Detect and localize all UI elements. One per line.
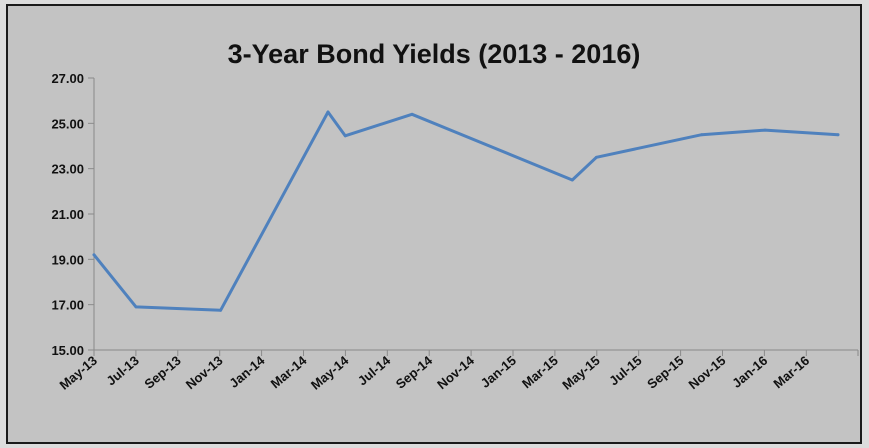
chart-area: 3-Year Bond Yields (2013 - 2016) 15.00 17… — [6, 4, 862, 444]
x-tick-label: Jul-13 — [103, 353, 141, 389]
data-point — [836, 133, 840, 137]
series-group — [92, 110, 840, 312]
data-point — [326, 110, 330, 114]
x-tick-label: Mar-15 — [519, 353, 561, 391]
x-tick-label: Nov-15 — [686, 353, 729, 392]
x-tick-label: May-13 — [57, 353, 100, 393]
x-tick-label: May-15 — [559, 353, 602, 393]
data-point — [700, 133, 704, 137]
x-tick-label: Nov-14 — [434, 352, 477, 392]
data-point — [134, 305, 138, 309]
x-tick-label: Mar-14 — [268, 352, 310, 391]
y-tick-label: 17.00 — [51, 298, 84, 313]
data-point — [410, 112, 414, 116]
x-tick-label: Sep-13 — [141, 353, 183, 392]
y-tick-label: 25.00 — [51, 116, 84, 131]
data-point — [92, 253, 96, 257]
x-tick-label: Jul-14 — [355, 352, 394, 388]
data-point — [343, 134, 347, 138]
y-tick-label: 23.00 — [51, 162, 84, 177]
y-axis: 15.00 17.00 19.00 21.00 23.00 25.00 27.00 — [51, 71, 95, 358]
data-point — [219, 308, 223, 312]
x-tick-label: Sep-14 — [393, 352, 436, 391]
x-axis: May-13 Jul-13 Sep-13 Nov-13 Jan-14 Mar-14May-… — [57, 349, 859, 393]
x-tick-label: Jan-14 — [226, 352, 268, 390]
x-tick-label: Jan-16 — [729, 353, 770, 391]
y-tick-label: 27.00 — [51, 71, 84, 86]
series-line — [92, 110, 840, 312]
line-chart: 3-Year Bond Yields (2013 - 2016) 15.00 17… — [51, 39, 859, 393]
chart-title: 3-Year Bond Yields (2013 - 2016) — [228, 39, 641, 69]
y-tick-label: 21.00 — [51, 207, 84, 222]
data-point — [595, 155, 598, 159]
x-tick-label: Sep-15 — [644, 353, 686, 392]
x-tick-label: Nov-13 — [183, 353, 226, 392]
x-tick-label: May-14 — [308, 352, 352, 392]
data-point — [763, 128, 767, 132]
data-point — [570, 178, 574, 182]
y-tick-label: 15.00 — [51, 343, 84, 358]
x-tick-label: Jan-15 — [478, 353, 519, 391]
x-tick-label: Mar-16 — [770, 353, 812, 391]
y-tick-label: 19.00 — [51, 252, 84, 267]
x-tick-label: Jul-15 — [606, 353, 644, 389]
